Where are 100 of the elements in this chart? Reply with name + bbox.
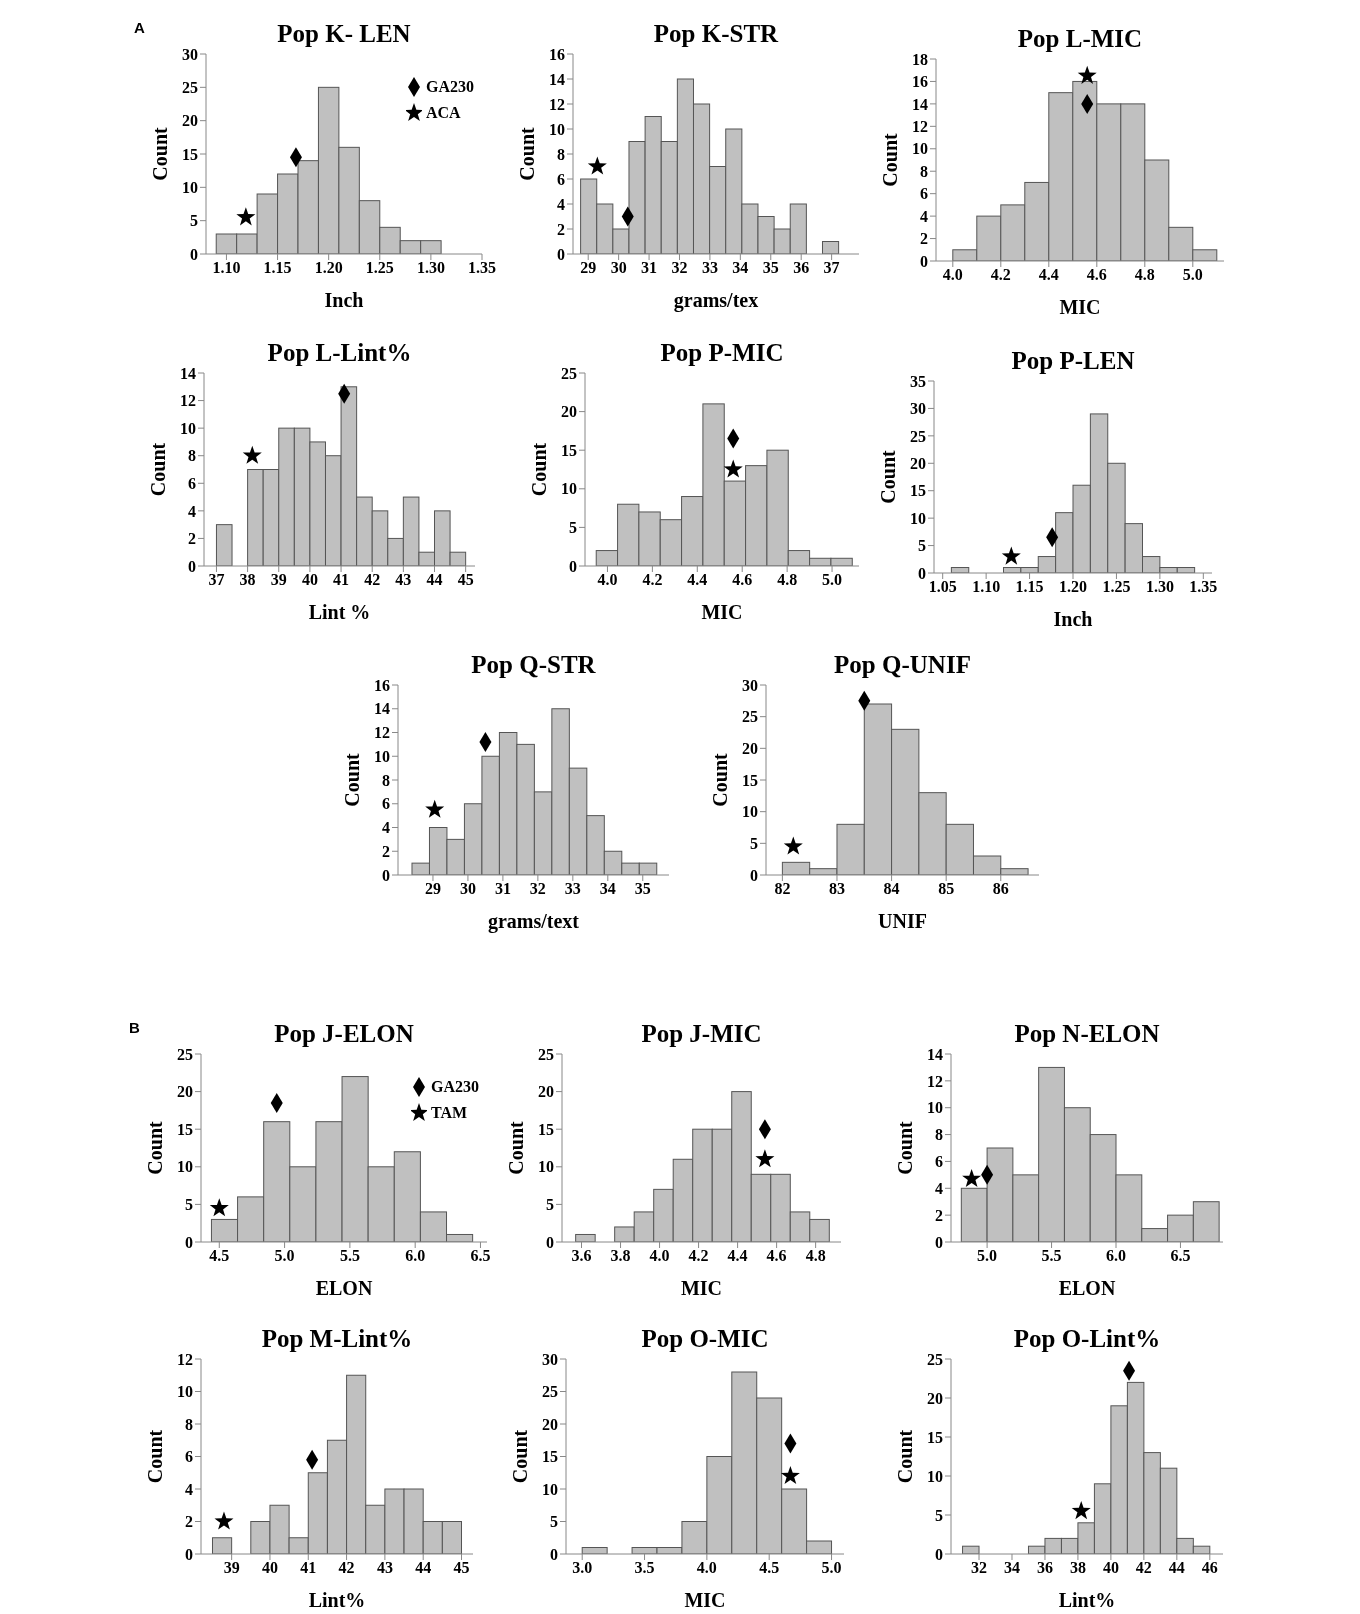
y-tick-label: 25 xyxy=(538,1045,554,1063)
y-tick-label: 0 xyxy=(188,557,196,575)
y-tick-label: 25 xyxy=(910,427,926,445)
x-tick-label: 5.0 xyxy=(822,571,843,589)
x-tick-label: 3.5 xyxy=(634,1559,655,1577)
y-tick-label: 10 xyxy=(549,120,565,138)
y-tick-label: 30 xyxy=(542,1350,558,1368)
y-tick-label: 15 xyxy=(742,771,758,789)
y-tick-label: 4 xyxy=(935,1179,943,1197)
x-tick-label: 4.5 xyxy=(209,1247,230,1265)
y-axis-title: Count xyxy=(509,1429,532,1484)
x-axis-title: grams/text xyxy=(487,910,580,933)
x-tick-label: 85 xyxy=(938,880,955,898)
x-tick-label: 34 xyxy=(1003,1559,1020,1577)
x-tick-label: 82 xyxy=(774,880,791,898)
x-tick-label: 5.0 xyxy=(274,1247,295,1265)
y-tick-label: 16 xyxy=(374,676,390,694)
x-tick-label: 39 xyxy=(223,1559,240,1577)
x-tick-label: 1.15 xyxy=(1015,578,1044,596)
y-axis-title: Count xyxy=(894,1120,917,1175)
x-tick-label: 6.5 xyxy=(1170,1247,1191,1265)
y-tick-label: 0 xyxy=(546,1233,554,1251)
y-tick-label: 8 xyxy=(188,447,196,465)
y-tick-label: 2 xyxy=(920,230,928,248)
y-tick-label: 0 xyxy=(569,557,577,575)
x-tick-label: 86 xyxy=(992,880,1009,898)
x-axis-title: Inch xyxy=(324,289,364,311)
x-tick-label: 43 xyxy=(376,1559,393,1577)
x-tick-label: 4.4 xyxy=(687,571,708,589)
x-tick-label: 44 xyxy=(426,571,443,589)
y-tick-label: 14 xyxy=(180,364,196,382)
y-tick-label: 6 xyxy=(188,474,196,492)
y-tick-label: 25 xyxy=(182,79,198,97)
chart-title: Pop O-Lint% xyxy=(1013,1325,1161,1352)
x-tick-label: 42 xyxy=(338,1559,355,1577)
y-tick-label: 10 xyxy=(912,140,928,158)
x-tick-label: 1.25 xyxy=(365,259,394,277)
y-axis-title: Count xyxy=(149,126,172,181)
y-tick-label: 2 xyxy=(185,1513,193,1531)
y-tick-label: 10 xyxy=(910,509,926,527)
x-tick-label: 41 xyxy=(333,571,350,589)
x-tick-label: 4.2 xyxy=(642,571,663,589)
y-tick-label: 15 xyxy=(542,1448,558,1466)
x-tick-label: 34 xyxy=(599,880,616,898)
x-axis-title: MIC xyxy=(1059,296,1101,318)
x-tick-label: 3.8 xyxy=(610,1247,631,1265)
x-tick-label: 1.20 xyxy=(1059,578,1087,596)
y-tick-label: 12 xyxy=(374,724,390,742)
y-tick-label: 10 xyxy=(374,747,390,765)
x-tick-label: 37 xyxy=(823,259,840,277)
y-tick-label: 10 xyxy=(927,1099,943,1117)
y-tick-label: 2 xyxy=(188,530,196,548)
x-tick-label: 33 xyxy=(701,259,718,277)
y-tick-label: 16 xyxy=(549,45,565,63)
y-tick-label: 25 xyxy=(561,364,577,382)
y-tick-label: 30 xyxy=(182,45,198,63)
y-tick-label: 12 xyxy=(549,95,565,113)
y-tick-label: 4 xyxy=(920,207,928,225)
y-tick-label: 20 xyxy=(561,403,577,421)
y-tick-label: 5 xyxy=(185,1196,193,1214)
x-tick-label: 30 xyxy=(459,880,476,898)
x-tick-label: 5.0 xyxy=(1182,266,1203,284)
y-tick-label: 25 xyxy=(177,1045,193,1063)
y-tick-label: 10 xyxy=(561,480,577,498)
x-tick-label: 44 xyxy=(1168,1559,1185,1577)
y-tick-label: 10 xyxy=(927,1467,943,1485)
x-tick-label: 6.5 xyxy=(470,1247,491,1265)
y-tick-label: 10 xyxy=(538,1158,554,1176)
y-tick-label: 0 xyxy=(918,564,926,582)
y-tick-label: 8 xyxy=(935,1126,943,1144)
chart-title: Pop L-Lint% xyxy=(267,339,412,366)
x-tick-label: 38 xyxy=(239,571,256,589)
y-tick-label: 10 xyxy=(182,179,198,197)
x-tick-label: 1.10 xyxy=(212,259,241,277)
y-tick-label: 5 xyxy=(569,519,577,537)
y-tick-label: 6 xyxy=(382,795,390,813)
legend-label: ACA xyxy=(426,104,461,122)
y-tick-label: 15 xyxy=(177,1120,193,1138)
legend-label: GA230 xyxy=(426,78,474,96)
x-tick-label: 41 xyxy=(300,1559,317,1577)
y-tick-label: 15 xyxy=(561,441,577,459)
x-tick-label: 1.20 xyxy=(314,259,343,277)
x-tick-label: 35 xyxy=(634,880,651,898)
y-axis-title: Count xyxy=(709,752,732,807)
y-tick-label: 5 xyxy=(190,212,198,230)
y-tick-label: 0 xyxy=(190,245,198,263)
y-axis-title: Count xyxy=(516,126,539,181)
y-tick-label: 12 xyxy=(927,1072,943,1090)
y-tick-label: 8 xyxy=(920,162,928,180)
y-tick-label: 0 xyxy=(935,1233,943,1251)
y-tick-label: 25 xyxy=(742,708,758,726)
y-tick-label: 0 xyxy=(935,1545,943,1563)
x-tick-label: 42 xyxy=(364,571,381,589)
x-tick-label: 38 xyxy=(1069,1559,1086,1577)
x-tick-label: 4.8 xyxy=(1134,266,1155,284)
x-tick-label: 32 xyxy=(671,259,688,277)
y-tick-label: 10 xyxy=(177,1158,193,1176)
y-tick-label: 4 xyxy=(185,1480,193,1498)
x-tick-label: 4.0 xyxy=(649,1247,670,1265)
y-axis-title: Count xyxy=(528,442,551,497)
